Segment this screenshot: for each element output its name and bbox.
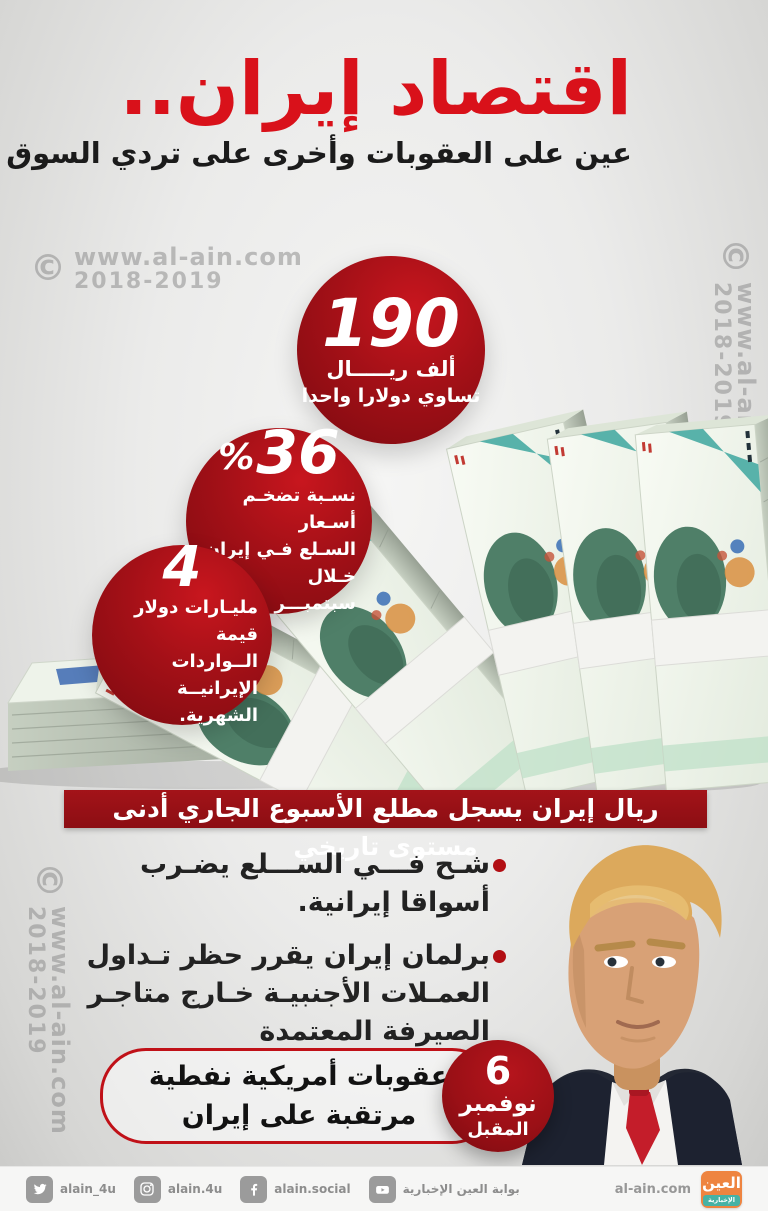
date-badge: 6 نوفمبر المقبل: [442, 1040, 554, 1152]
social-instagram[interactable]: alain.4u: [133, 1175, 222, 1203]
youtube-icon[interactable]: [368, 1175, 396, 1203]
stat-circle-inflation: % 36 نسـبة تضخـم أسـعار السـلع فـي إيران…: [186, 418, 372, 614]
stat-value: 4: [162, 534, 202, 600]
stat-circle-imports: 4 مليـارات دولار قيمة الــواردات الإيران…: [92, 539, 272, 726]
list-item: برلمان إيران يقرر حظر تـداول العمـلات ال…: [87, 937, 506, 1052]
social-twitter[interactable]: alain_4u: [26, 1175, 116, 1203]
social-youtube[interactable]: بوابة العين الإخبارية: [368, 1175, 520, 1203]
facebook-icon[interactable]: [240, 1175, 268, 1203]
sanctions-box: عقوبات أمريكية نفطية مرتقبة على إيران: [100, 1048, 498, 1144]
trump-photo: [522, 845, 742, 1165]
copyright-icon: ©: [713, 238, 755, 274]
list-item: شـح فـــي الســـلع يضـرب أسواقا إيرانية.: [88, 846, 506, 923]
percent-sign: %: [218, 437, 255, 479]
stat-value: 36: [256, 418, 340, 488]
key-points-list: شـح فـــي الســـلع يضـرب أسواقا إيرانية.…: [87, 846, 506, 1066]
instagram-icon[interactable]: [133, 1175, 161, 1203]
header: اقتصاد إيران.. عين على العقوبات وأخرى عل…: [6, 46, 633, 170]
twitter-icon[interactable]: [26, 1175, 53, 1203]
watermark-left: © www.al-ain.com 2018-2019: [22, 862, 74, 1135]
watermark-site: www.al-ain.com: [74, 243, 303, 271]
bullet-icon: [493, 859, 506, 872]
copyright-icon: ©: [30, 248, 66, 290]
watermark-years: 2018-2019: [74, 269, 224, 295]
headline-banner: ريال إيران يسجل مطلع الأسبوع الجاري أدنى…: [64, 790, 707, 861]
stat-circle-rial-rate: 190 ألف ريـــــال تساوي دولارا واحدا: [297, 256, 485, 444]
social-facebook[interactable]: alain.social: [240, 1175, 351, 1203]
footer-bar: alain_4u alain.4u alain.social بوابة الع…: [0, 1166, 768, 1211]
alain-logo[interactable]: العين الإخبارية: [701, 1170, 742, 1208]
bullet-icon: [493, 949, 506, 963]
watermark-top-left: © www.al-ain.com 2018-2019: [30, 243, 303, 295]
page-subtitle: عين على العقوبات وأخرى على تردي السوق: [6, 135, 632, 170]
copyright-icon: ©: [27, 862, 69, 898]
page-title: اقتصاد إيران..: [119, 46, 633, 132]
website-url[interactable]: al-ain.com: [614, 1181, 691, 1197]
stat-value: 190: [322, 284, 460, 362]
footer-brand: al-ain.com العين الإخبارية: [614, 1170, 742, 1208]
